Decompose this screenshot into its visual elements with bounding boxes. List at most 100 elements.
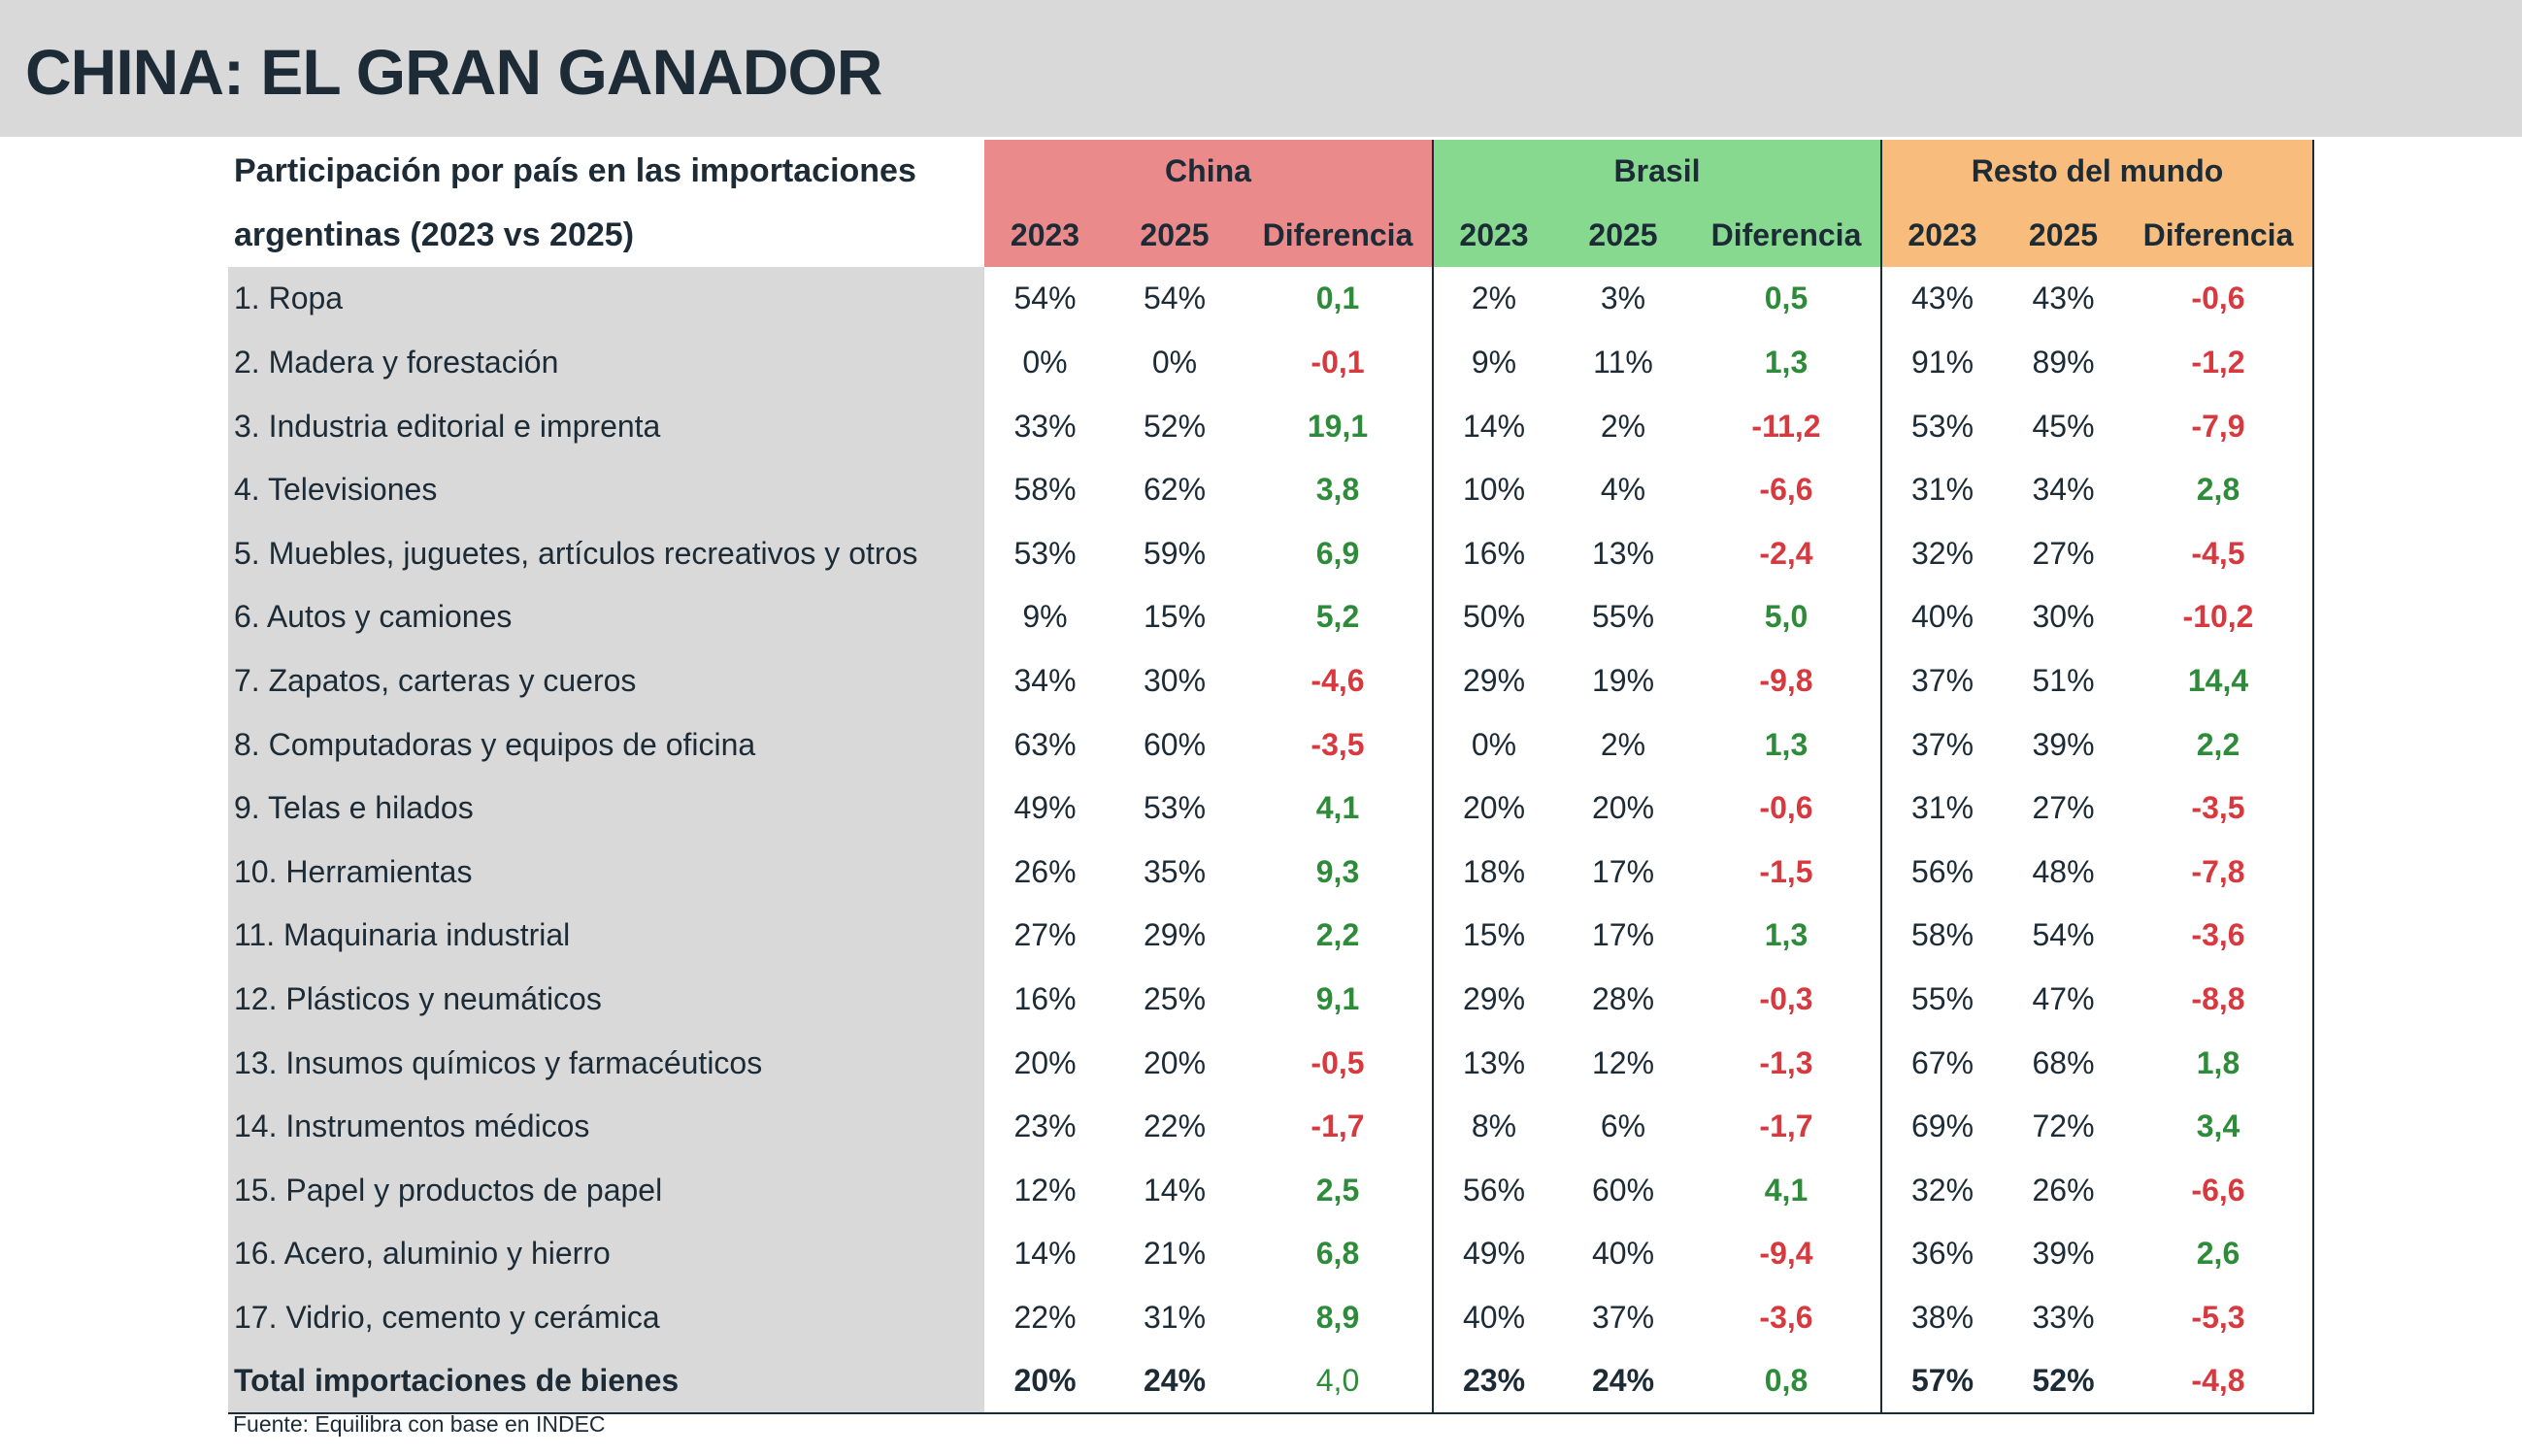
cell-china-2025: 62% (1143, 472, 1207, 508)
table-row: 9. Telas e hilados 49% 53% 4,1 20% 20% -0,6 31%… (228, 776, 2314, 841)
cell-resto-diff: 1,8 (2124, 1031, 2314, 1095)
cell-resto-diff: -10,2 (2124, 585, 2314, 649)
cell-brasil-2023: 56% (1432, 1158, 1554, 1223)
cell-brasil-diff: 1,3 (1764, 726, 1809, 762)
cell-china-diff: 2,2 (1315, 917, 1360, 953)
cell-china-2025: 31% (1143, 1299, 1207, 1335)
cell-brasil-2025: 17% (1591, 917, 1655, 953)
table-row: 7. Zapatos, carteras y cueros 34% 30% -4,6 2… (228, 648, 2314, 713)
cell-brasil-diff: -1,7 (1759, 1109, 1813, 1144)
table-row: 8. Computadoras y equipos de oficina 63% 6… (228, 712, 2314, 777)
col-china-2025: 2025 (1106, 203, 1244, 268)
cell-china-2025: 60% (1143, 726, 1207, 762)
table-row: 1. Ropa 54% 54% 0,1 2% 3% 0,5 43% 43% -0,6 (228, 267, 2314, 331)
table-row: 17. Vidrio, cemento y cerámica 22% 31% 8,9 4… (228, 1285, 2314, 1350)
col-brasil-diff: Diferencia (1692, 203, 1881, 268)
cell-brasil-diff: 0,5 (1764, 281, 1809, 316)
cell-china-diff: -4,6 (1311, 663, 1365, 699)
cell-china-2025: 21% (1143, 1236, 1207, 1272)
cell-resto-2025: 34% (2032, 472, 2095, 508)
cell-brasil-2023: 0% (1432, 712, 1554, 777)
cell-china-2023: 26% (1013, 853, 1077, 889)
cell-resto-2023: 37% (1880, 648, 2003, 713)
cell-china-diff: 8,9 (1315, 1299, 1360, 1335)
cell-resto-2023: 67% (1880, 1031, 2003, 1095)
cell-resto-diff: -6,6 (2124, 1158, 2314, 1223)
cell-china-2025: 25% (1143, 981, 1207, 1017)
cell-china-diff: 3,8 (1315, 472, 1360, 508)
row-label: 8. Computadoras y equipos de oficina (228, 712, 984, 777)
row-label: 16. Acero, aluminio y hierro (228, 1222, 984, 1286)
cell-resto-diff: -3,5 (2124, 776, 2314, 841)
cell-china-2025: 30% (1143, 663, 1207, 699)
cell-resto-2023: 31% (1880, 457, 2003, 522)
cell-china-diff: 9,3 (1315, 853, 1360, 889)
row-label: 17. Vidrio, cemento y cerámica (228, 1285, 984, 1350)
source-note: Fuente: Equilibra con base en INDEC (233, 1411, 606, 1437)
cell-resto-2025: 30% (2032, 599, 2095, 635)
cell-china-2023: 58% (1013, 472, 1077, 508)
group-header-brasil: Brasil (1432, 140, 1881, 204)
cell-resto-2023: 43% (1880, 267, 2003, 331)
cell-china-2023: 54% (1013, 281, 1077, 316)
cell-china-2025: 0% (1151, 345, 1198, 381)
group-header-row: Participación por país en las importacio… (228, 140, 2314, 204)
table-row: 11. Maquinaria industrial 27% 29% 2,2 15% 17%… (228, 904, 2314, 968)
cell-china-2023: 27% (1013, 917, 1077, 953)
col-china-2023: 2023 (984, 203, 1106, 268)
cell-brasil-2023: 8% (1432, 1094, 1554, 1159)
cell-resto-diff: 14,4 (2124, 648, 2314, 713)
cell-china-diff: 0,1 (1315, 281, 1360, 316)
table-row: 14. Instrumentos médicos 23% 22% -1,7 8% 6% -1… (228, 1094, 2314, 1159)
cell-brasil-diff: 1,3 (1764, 917, 1809, 953)
cell-brasil-2023: 9% (1432, 330, 1554, 395)
cell-brasil-diff: 4,1 (1764, 1172, 1809, 1208)
cell-china-2023: 49% (1013, 790, 1077, 826)
cell-china-2023: 22% (1013, 1299, 1077, 1335)
cell-brasil-2023: 50% (1432, 585, 1554, 649)
cell-brasil-diff: -9,8 (1759, 663, 1813, 699)
row-label: 1. Ropa (228, 267, 984, 331)
table-row: 2. Madera y forestación 0% 0% -0,1 9% 11% 1,3 9… (228, 330, 2314, 395)
cell-brasil-diff: 5,0 (1764, 599, 1809, 635)
cell-china-2023: 33% (1013, 408, 1077, 444)
cell-resto-diff: -8,8 (2124, 967, 2314, 1032)
cell-resto-2025: 39% (2032, 1236, 2095, 1272)
cell-china-2023: 16% (1013, 981, 1077, 1017)
cell-china-2025: 15% (1143, 599, 1207, 635)
cell-resto-diff: 2,8 (2124, 457, 2314, 522)
cell-brasil-diff: -11,2 (1751, 408, 1821, 444)
cell-resto-2025: 47% (2032, 981, 2095, 1017)
table-row: 5. Muebles, juguetes, artículos recreati… (228, 521, 2314, 586)
cell-china-diff: -3,5 (1311, 726, 1365, 762)
cell-brasil-2025: 55% (1591, 599, 1655, 635)
cell-brasil-2023: 2% (1432, 267, 1554, 331)
table-row: 13. Insumos químicos y farmacéuticos 20% 2… (228, 1031, 2314, 1095)
cell-brasil-diff: 1,3 (1764, 345, 1809, 381)
cell-resto-2023: 56% (1880, 840, 2003, 905)
cell-brasil-2025: 20% (1591, 790, 1655, 826)
cell-brasil-diff: 0,8 (1692, 1349, 1881, 1414)
col-resto-2023: 2023 (1880, 203, 2003, 268)
page-title: CHINA: EL GRAN GANADOR (25, 36, 882, 108)
cell-brasil-2025: 11% (1593, 345, 1653, 381)
row-label: 6. Autos y camiones (228, 585, 984, 649)
cell-resto-2025: 68% (2032, 1044, 2095, 1080)
cell-brasil-2023: 16% (1432, 521, 1554, 586)
cell-brasil-2025: 24% (1554, 1349, 1692, 1414)
cell-china-2025: 53% (1143, 790, 1207, 826)
cell-resto-diff: -4,8 (2124, 1349, 2314, 1414)
cell-resto-diff: 2,2 (2124, 712, 2314, 777)
cell-china-2025: 20% (1143, 1044, 1207, 1080)
cell-china-2023: 63% (1013, 726, 1077, 762)
cell-resto-diff: -7,9 (2124, 394, 2314, 458)
cell-brasil-2023: 20% (1432, 776, 1554, 841)
cell-resto-2023: 55% (1880, 967, 2003, 1032)
cell-resto-2023: 40% (1880, 585, 2003, 649)
cell-brasil-diff: -1,5 (1759, 853, 1813, 889)
cell-china-2023: 20% (1013, 1044, 1077, 1080)
table-caption-line1: Participación por país en las importacio… (228, 140, 984, 204)
cell-brasil-2025: 17% (1591, 853, 1655, 889)
cell-china-diff: 4,1 (1315, 790, 1360, 826)
cell-china-2023: 23% (1013, 1109, 1077, 1144)
